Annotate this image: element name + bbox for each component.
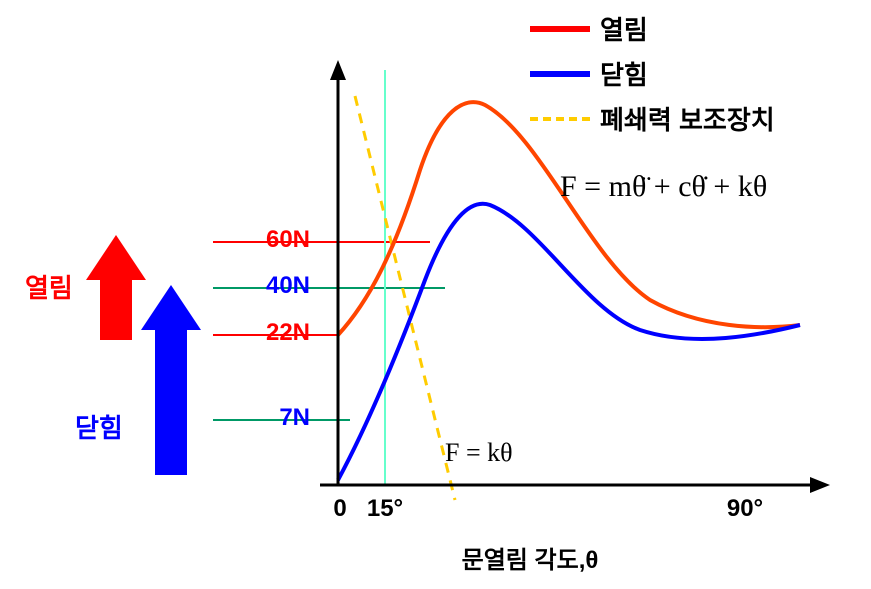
aux-line [355, 96, 455, 500]
close-curve [338, 204, 800, 480]
legend-open-swatch [530, 26, 590, 32]
equation-small: F = kθ [445, 438, 513, 468]
x-axis-arrow [810, 477, 830, 493]
legend-close-label: 닫힘 [600, 55, 648, 92]
legend: 열림 닫힘 폐쇄력 보조장치 [530, 10, 775, 137]
x-axis-title: 문열림 각도,θ [400, 540, 660, 575]
close-arrow [141, 285, 201, 475]
y-axis-arrow [330, 60, 346, 80]
legend-close-swatch [530, 71, 590, 77]
y-label-40n: 40N [240, 272, 310, 300]
y-label-60n: 60N [240, 226, 310, 254]
equation-main: F = mθ̈ + cθ̇ + kθ [560, 170, 767, 204]
x-tick-90: 90° [720, 495, 770, 523]
open-arrow [86, 235, 146, 340]
legend-aux-label: 폐쇄력 보조장치 [600, 100, 775, 137]
open-curve [338, 102, 800, 335]
legend-aux-swatch [530, 117, 590, 121]
legend-open-label: 열림 [600, 10, 648, 47]
side-open-label: 열림 [25, 268, 73, 305]
x-tick-15: 15° [360, 495, 410, 523]
y-label-22n: 22N [240, 319, 310, 347]
side-close-label: 닫힘 [75, 408, 123, 445]
x-tick-0: 0 [325, 495, 355, 523]
y-label-7n: 7N [240, 404, 310, 432]
